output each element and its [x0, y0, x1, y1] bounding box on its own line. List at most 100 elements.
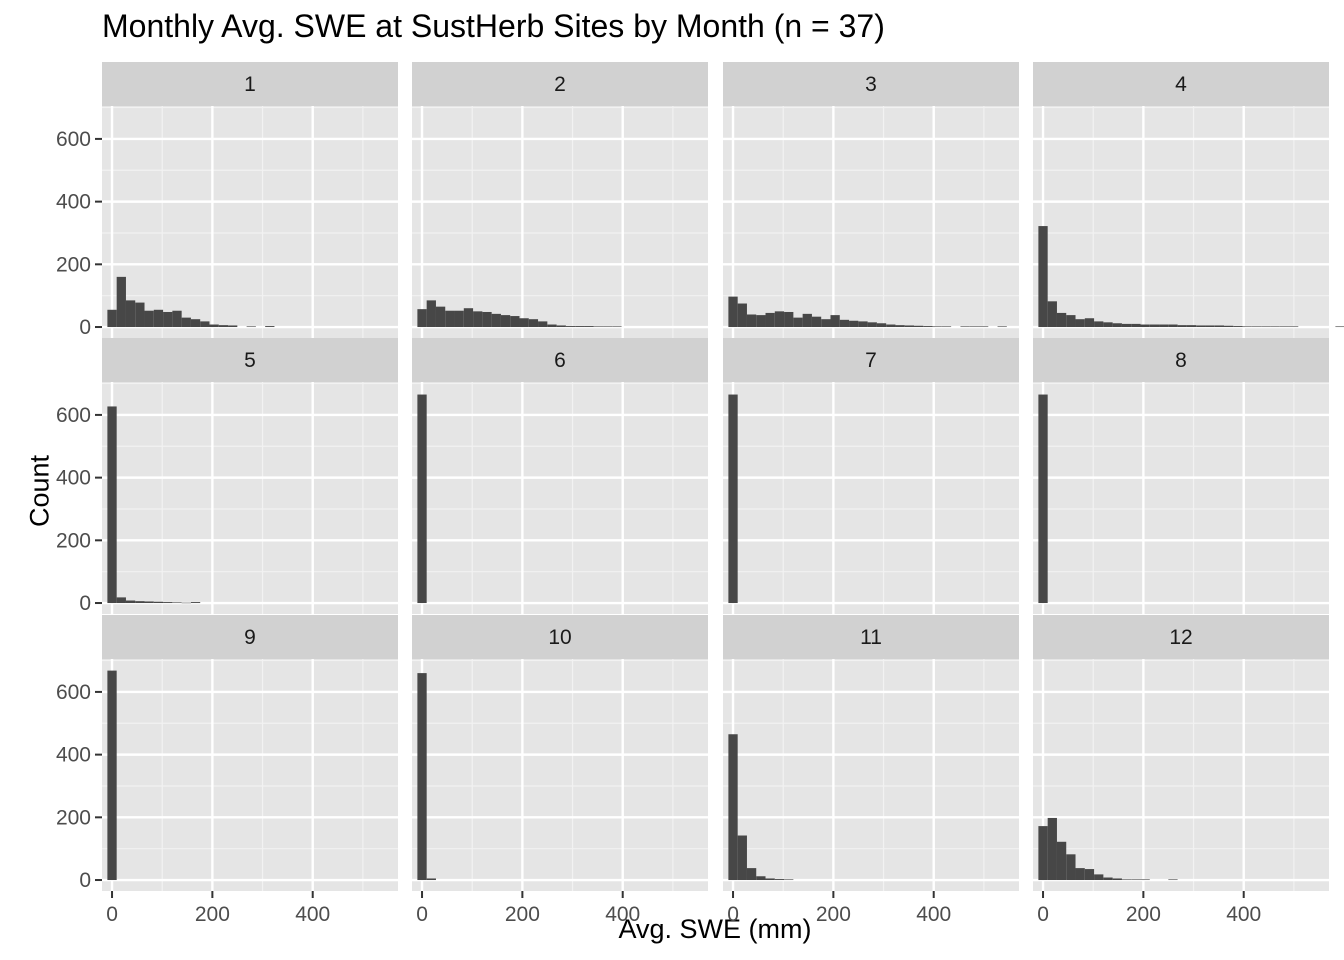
- y-tick-label: 600: [56, 128, 91, 151]
- histogram-bar: [144, 310, 154, 328]
- x-tick-label: 400: [916, 903, 951, 926]
- histogram-bar: [163, 311, 173, 328]
- histogram-bar: [923, 326, 933, 328]
- facet-strip-label: 3: [865, 73, 877, 96]
- facet-panel: [723, 659, 1019, 891]
- facet-panel: [102, 106, 398, 338]
- facet-strip: [102, 62, 398, 106]
- x-tick-label: 200: [1126, 903, 1161, 926]
- histogram-bar: [463, 308, 474, 328]
- histogram-bar: [774, 311, 785, 328]
- histogram-bar: [1121, 323, 1132, 328]
- histogram-bar: [575, 326, 585, 328]
- histogram-bar: [737, 835, 747, 881]
- histogram-bar: [1103, 322, 1113, 328]
- histogram-bar: [510, 316, 520, 328]
- facet-panel: [102, 659, 398, 891]
- histogram-bar: [125, 300, 136, 328]
- facet-strip: [102, 615, 398, 659]
- facet-strip: [1033, 62, 1329, 106]
- histogram-bar: [960, 326, 970, 328]
- histogram-bar: [200, 321, 210, 328]
- facet-panel: [1033, 382, 1329, 614]
- facet-panel: [723, 106, 1019, 338]
- histogram-bar: [1261, 326, 1271, 328]
- histogram-bar: [1279, 326, 1289, 328]
- histogram-bar: [612, 326, 622, 328]
- histogram-bar: [1103, 877, 1113, 881]
- facet-panel: [412, 659, 708, 891]
- histogram-bar: [135, 302, 145, 328]
- facet-strip-label: 2: [554, 73, 566, 96]
- facet-strip-label: 1: [244, 73, 256, 96]
- histogram-bar: [426, 878, 436, 881]
- histogram-bar: [1186, 325, 1197, 328]
- histogram-bar: [246, 326, 256, 328]
- y-tick-label: 400: [56, 744, 91, 767]
- histogram-bar: [765, 312, 775, 328]
- facet-strip-label: 4: [1175, 73, 1187, 96]
- facet-panel: [412, 106, 708, 338]
- histogram-bar: [1066, 315, 1076, 328]
- facet-strip-label: 8: [1175, 349, 1187, 372]
- y-tick-label: 200: [56, 253, 91, 276]
- histogram-bar: [756, 876, 766, 881]
- histogram-bar: [417, 309, 427, 328]
- histogram-bar: [1177, 325, 1187, 328]
- histogram-bar: [914, 325, 924, 328]
- x-tick-label: 200: [816, 903, 851, 926]
- histogram-bar: [538, 321, 548, 328]
- histogram-bar: [426, 300, 436, 328]
- y-tick-label: 600: [56, 681, 91, 704]
- histogram-bar: [172, 310, 182, 328]
- histogram-bar: [1038, 226, 1048, 328]
- x-tick-label: 0: [416, 903, 428, 926]
- histogram-bar: [265, 326, 275, 328]
- histogram-bar: [125, 600, 136, 604]
- histogram-bar: [1251, 326, 1262, 328]
- facet-panel: [1033, 106, 1329, 338]
- histogram-bar: [1168, 324, 1178, 328]
- histogram-bar: [1140, 879, 1150, 881]
- x-tick-label: 400: [1226, 903, 1261, 926]
- histogram-bar: [565, 326, 576, 328]
- histogram-bar: [190, 602, 201, 604]
- histogram-bar: [1112, 323, 1122, 328]
- histogram-bar: [728, 734, 738, 881]
- facet-panel: [412, 382, 708, 614]
- x-tick-label: 0: [106, 903, 118, 926]
- histogram-bar: [728, 394, 738, 604]
- histogram-bar: [932, 326, 942, 328]
- facet-strip: [412, 338, 708, 382]
- facet-strip-label: 11: [860, 626, 882, 649]
- histogram-bar: [473, 311, 483, 328]
- facet-panel: [102, 382, 398, 614]
- histogram-bar: [978, 326, 989, 328]
- histogram-bar: [144, 601, 154, 604]
- histogram-bar: [556, 325, 566, 328]
- histogram-bar: [153, 309, 164, 328]
- histogram-bar: [728, 296, 738, 328]
- histogram-bar: [802, 313, 812, 328]
- histogram-bar: [969, 326, 979, 328]
- facet-strip-label: 7: [865, 349, 877, 372]
- x-tick-label: 200: [195, 903, 230, 926]
- histogram-bar: [1159, 324, 1169, 328]
- histogram-bar: [821, 319, 831, 328]
- facet-strip: [723, 338, 1019, 382]
- histogram-bar: [895, 325, 905, 328]
- histogram-bar: [603, 326, 613, 328]
- facet-strip: [102, 338, 398, 382]
- histogram-bar: [1056, 841, 1067, 881]
- histogram-bar: [830, 315, 840, 328]
- histogram-bar: [1075, 868, 1085, 881]
- histogram-bar: [849, 320, 859, 328]
- histogram-bar: [1168, 879, 1178, 881]
- histogram-bar: [867, 322, 877, 328]
- histogram-bar: [500, 315, 511, 328]
- facet-strip: [723, 615, 1019, 659]
- facet-strip-label: 12: [1169, 626, 1192, 649]
- histogram-bar: [107, 309, 117, 328]
- histogram-bar: [858, 321, 868, 328]
- histogram-bar: [941, 326, 952, 328]
